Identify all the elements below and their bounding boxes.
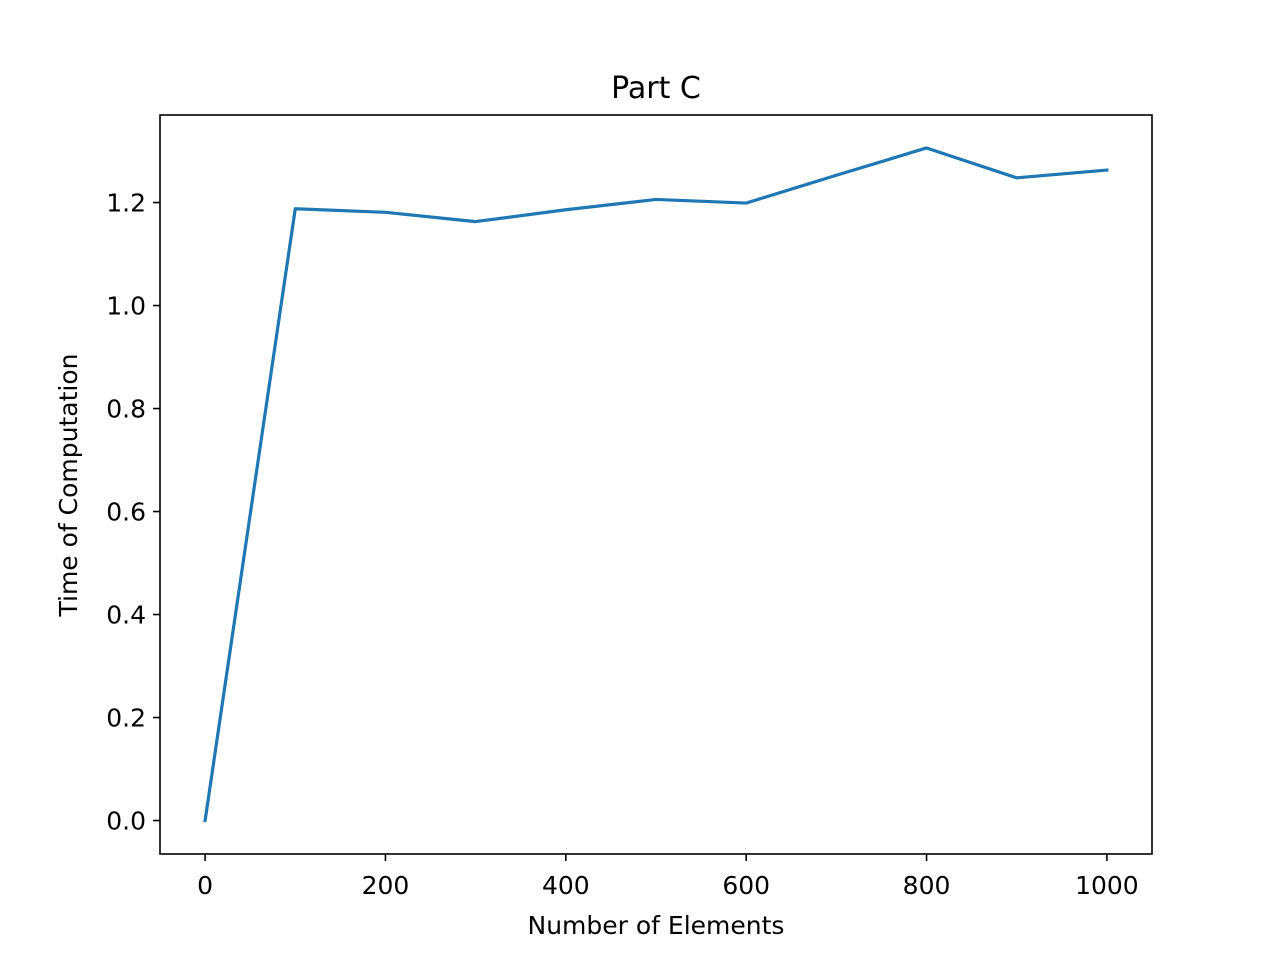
x-axis-ticks: 0 200 400 600 800 1000 [197, 854, 1139, 900]
y-tick-label: 0.8 [106, 395, 146, 424]
y-axis-label: Time of Computation [54, 353, 83, 617]
x-tick-label: 0 [197, 871, 213, 900]
x-tick-label: 800 [903, 871, 951, 900]
x-tick-label: 200 [362, 871, 410, 900]
x-axis-label: Number of Elements [528, 911, 785, 940]
y-axis-ticks: 0.0 0.2 0.4 0.6 0.8 1.0 1.2 [106, 189, 160, 836]
x-tick-label: 600 [722, 871, 770, 900]
series-line [203, 146, 1109, 823]
y-tick-label: 0.6 [106, 498, 146, 527]
chart-title: Part C [611, 71, 701, 106]
y-tick-label: 0.2 [106, 704, 146, 733]
y-tick-label: 0.4 [106, 601, 146, 630]
series-layer [203, 146, 1109, 823]
plot-frame [159, 114, 1153, 855]
y-tick-label: 1.0 [106, 292, 146, 321]
y-tick-label: 1.2 [106, 189, 146, 218]
x-tick-label: 1000 [1075, 871, 1139, 900]
y-tick-label: 0.0 [106, 807, 146, 836]
x-tick-label: 400 [542, 871, 590, 900]
